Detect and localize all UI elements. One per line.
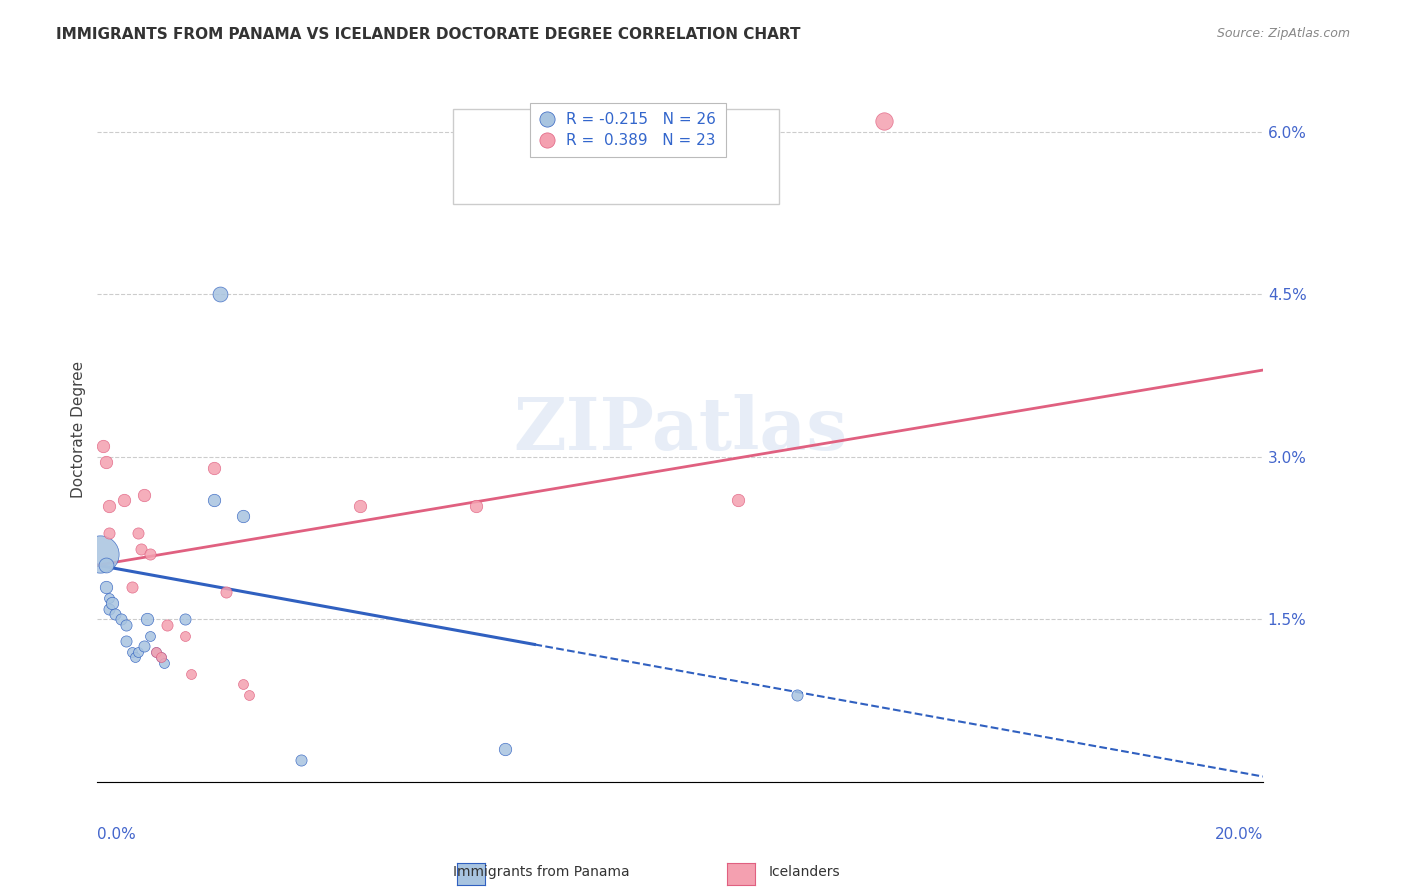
Point [101, 596, 124, 610]
Point [94, 580, 117, 594]
Point [132, 488, 155, 502]
Point [202, 493, 225, 508]
Point [98, 499, 121, 513]
Point [104, 607, 127, 621]
Point [232, 509, 254, 524]
Point [145, 645, 167, 659]
Point [132, 640, 155, 654]
Text: 0.0%: 0.0% [97, 828, 136, 842]
Text: IMMIGRANTS FROM PANAMA VS ICELANDER DOCTORATE DEGREE CORRELATION CHART: IMMIGRANTS FROM PANAMA VS ICELANDER DOCT… [56, 27, 801, 42]
Point [173, 629, 195, 643]
Point [139, 629, 162, 643]
Point [139, 547, 162, 561]
Point [135, 612, 157, 626]
Point [127, 525, 149, 540]
Point [89, 547, 111, 561]
FancyBboxPatch shape [453, 109, 779, 204]
Point [873, 113, 896, 128]
Legend: R = -0.215   N = 26, R =  0.389   N = 23: R = -0.215 N = 26, R = 0.389 N = 23 [530, 103, 725, 157]
Text: ZIPatlas: ZIPatlas [513, 394, 848, 466]
Point [465, 499, 488, 513]
Point [94, 558, 117, 573]
Point [98, 591, 121, 605]
Point [208, 287, 231, 301]
Point [786, 688, 808, 702]
Point [173, 612, 195, 626]
Point [115, 634, 138, 648]
Point [156, 617, 179, 632]
Point [214, 585, 236, 599]
Point [115, 617, 138, 632]
Text: 20.0%: 20.0% [1215, 828, 1263, 842]
Point [124, 650, 146, 665]
Point [145, 645, 167, 659]
Text: Source: ZipAtlas.com: Source: ZipAtlas.com [1216, 27, 1350, 40]
Point [129, 541, 152, 556]
Point [494, 742, 516, 756]
Text: Icelanders: Icelanders [769, 864, 839, 879]
Point [112, 493, 135, 508]
Y-axis label: Doctorate Degree: Doctorate Degree [72, 361, 86, 499]
Point [150, 650, 173, 665]
Point [150, 650, 173, 665]
Point [127, 645, 149, 659]
Point [349, 499, 371, 513]
Point [91, 439, 114, 453]
Point [153, 656, 176, 670]
Point [238, 688, 260, 702]
Point [290, 753, 312, 767]
Point [232, 677, 254, 691]
Point [202, 460, 225, 475]
Point [180, 666, 202, 681]
Point [727, 493, 749, 508]
Point [98, 525, 121, 540]
Text: Immigrants from Panama: Immigrants from Panama [453, 864, 630, 879]
Point [94, 455, 117, 469]
Point [121, 645, 143, 659]
Point [110, 612, 132, 626]
Point [98, 601, 121, 615]
Point [121, 580, 143, 594]
